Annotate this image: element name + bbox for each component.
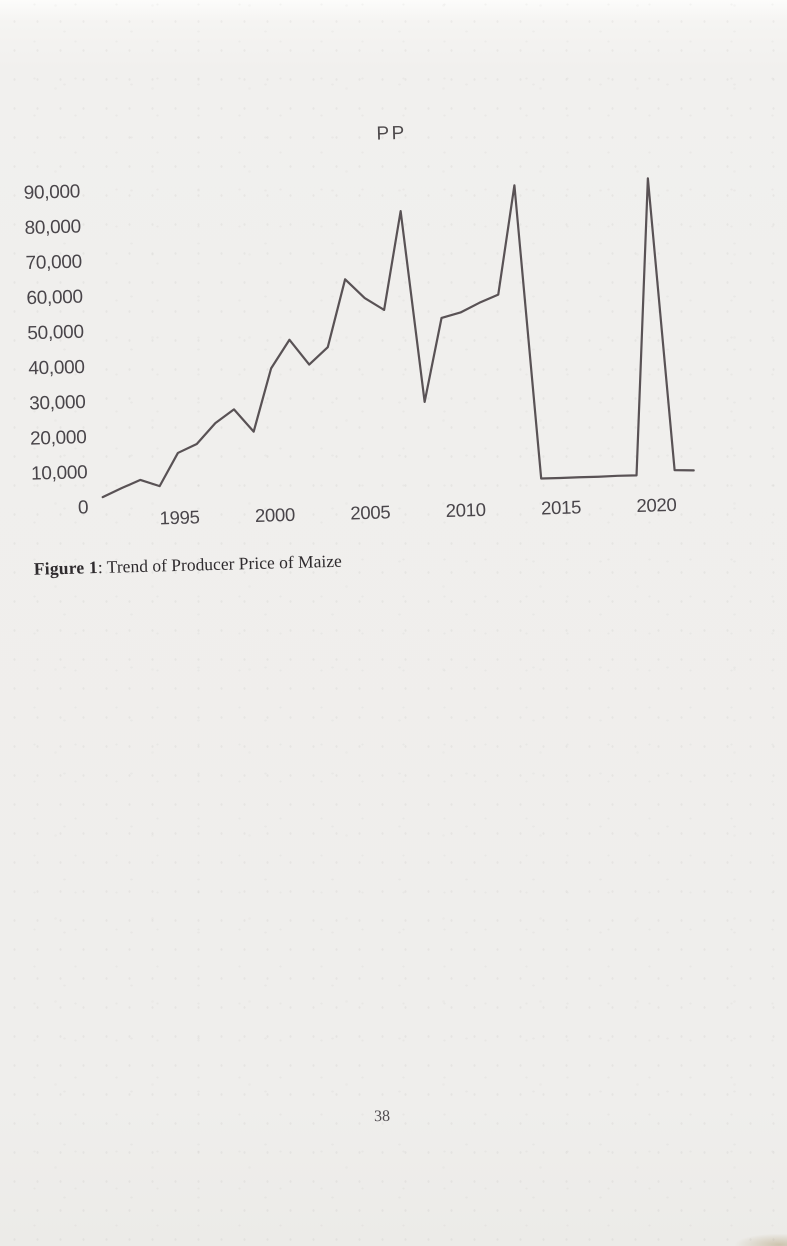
x-axis-tick-label: 1995 [159, 506, 200, 528]
y-axis-tick-label: 50,000 [27, 322, 84, 344]
y-axis-tick-label: 90,000 [23, 181, 80, 203]
x-axis-tick-label: 2005 [350, 501, 391, 523]
figure-caption-label: Figure 1 [33, 557, 99, 579]
y-axis-tick-label: 0 [78, 497, 89, 518]
y-axis-tick-label: 40,000 [28, 357, 85, 379]
x-axis-tick-label: 2010 [445, 499, 486, 521]
chart-title: PP [376, 123, 407, 145]
figure-caption: Figure 1: Trend of Producer Price of Mai… [34, 551, 342, 580]
figure-caption-text: : Trend of Producer Price of Maize [97, 550, 342, 578]
page-number: 38 [373, 1107, 391, 1126]
y-axis-tick-label: 80,000 [24, 217, 81, 239]
y-axis-tick-label: 10,000 [31, 462, 88, 484]
price-chart: PP 0 10,000 20,000 30,000 40,000 50,000 60,000… [23, 123, 695, 528]
x-axis-tick-label: 2015 [541, 496, 582, 518]
x-axis-tick-label: 2000 [255, 504, 296, 526]
x-axis-tick-label: 2020 [636, 494, 677, 516]
y-axis-tick-label: 60,000 [26, 287, 83, 309]
y-axis-tick-label: 30,000 [29, 392, 86, 414]
y-axis-tick-label: 20,000 [30, 427, 87, 449]
y-axis-tick-label: 70,000 [25, 252, 82, 274]
pp-line-series [101, 177, 695, 499]
figure-block: PP 0 10,000 20,000 30,000 40,000 50,000 60,000… [0, 71, 737, 610]
